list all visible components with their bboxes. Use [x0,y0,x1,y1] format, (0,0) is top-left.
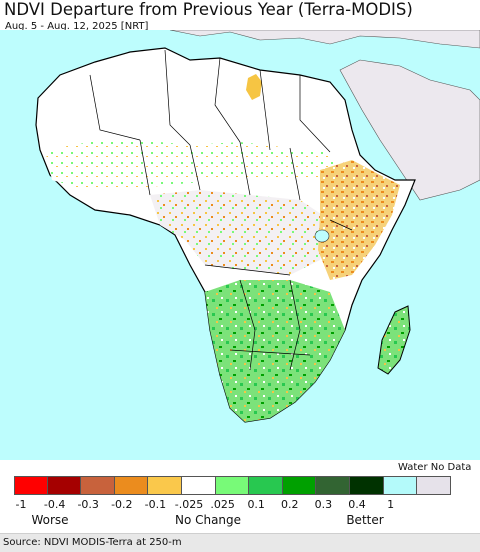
legend-tick-label: 0.4 [348,498,366,511]
legend-swatch-0.3-to-0.4 [316,476,350,495]
water-no-data-label: Water No Data [398,462,472,473]
central-africa [150,190,330,275]
legend-swatch-0.1-to-0.2 [249,476,283,495]
legend-no-change-label: No Change [174,513,242,527]
legend-tick-label: 0.3 [314,498,333,511]
source-text: Source: NDVI MODIS-Terra at 250-m [3,537,182,548]
legend-tick-label: -0.3 [77,498,99,511]
map-title: NDVI Departure from Previous Year (Terra… [4,0,413,19]
legend-tick-label: -0.1 [144,498,167,511]
legend-tick-label: -1 [15,498,27,511]
legend-swatch-minus-0.1-to-minus-0.025 [148,476,182,495]
legend-swatch-no-change [181,476,216,495]
map-svg [35,30,480,423]
ndvi-map [0,30,480,460]
sahel-band [45,140,340,190]
source-footer: Source: NDVI MODIS-Terra at 250-m [0,533,480,552]
legend-swatch-minus-0.3-to-minus-0.2 [81,476,115,495]
legend-swatch-0.2-to-0.3 [282,476,317,495]
legend-swatch-minus-1-to-minus-0.4 [14,476,48,495]
legend-tick-label: -0.2 [111,498,133,511]
legend-better-label: Better [346,513,384,527]
lake-victoria [314,229,330,243]
legend-tick-label: .025 [210,498,235,511]
europe-landmass [169,30,480,49]
legend-tick-label: 0.1 [247,498,265,511]
legend-worse-label: Worse [31,513,69,527]
date-range-subtitle: Aug. 5 - Aug. 12, 2025 [NRT] [5,21,149,32]
legend-tick-label: 0.2 [281,498,299,511]
southern-africa-anomaly [205,280,345,422]
legend-swatch-water [383,476,418,495]
legend-tick-label: 1 [387,498,395,511]
country-borders [89,49,353,371]
legend-swatch-no-data [417,476,451,495]
sahara-anomaly-spot [246,74,262,100]
legend-swatch-minus-0.2-to-minus-0.1 [114,476,149,495]
legend-bar [14,476,451,495]
legend-swatch-0.025-to-0.1 [215,476,250,495]
legend-swatch-0.4-to-1 [349,476,384,495]
legend-tick-label: -0.4 [43,498,66,511]
arabian-peninsula [339,59,480,201]
madagascar [377,305,411,375]
legend-swatch-minus-0.4-to-minus-0.3 [47,476,82,495]
legend-tick-label: -.025 [174,498,204,511]
east-africa-anomaly [318,160,400,280]
